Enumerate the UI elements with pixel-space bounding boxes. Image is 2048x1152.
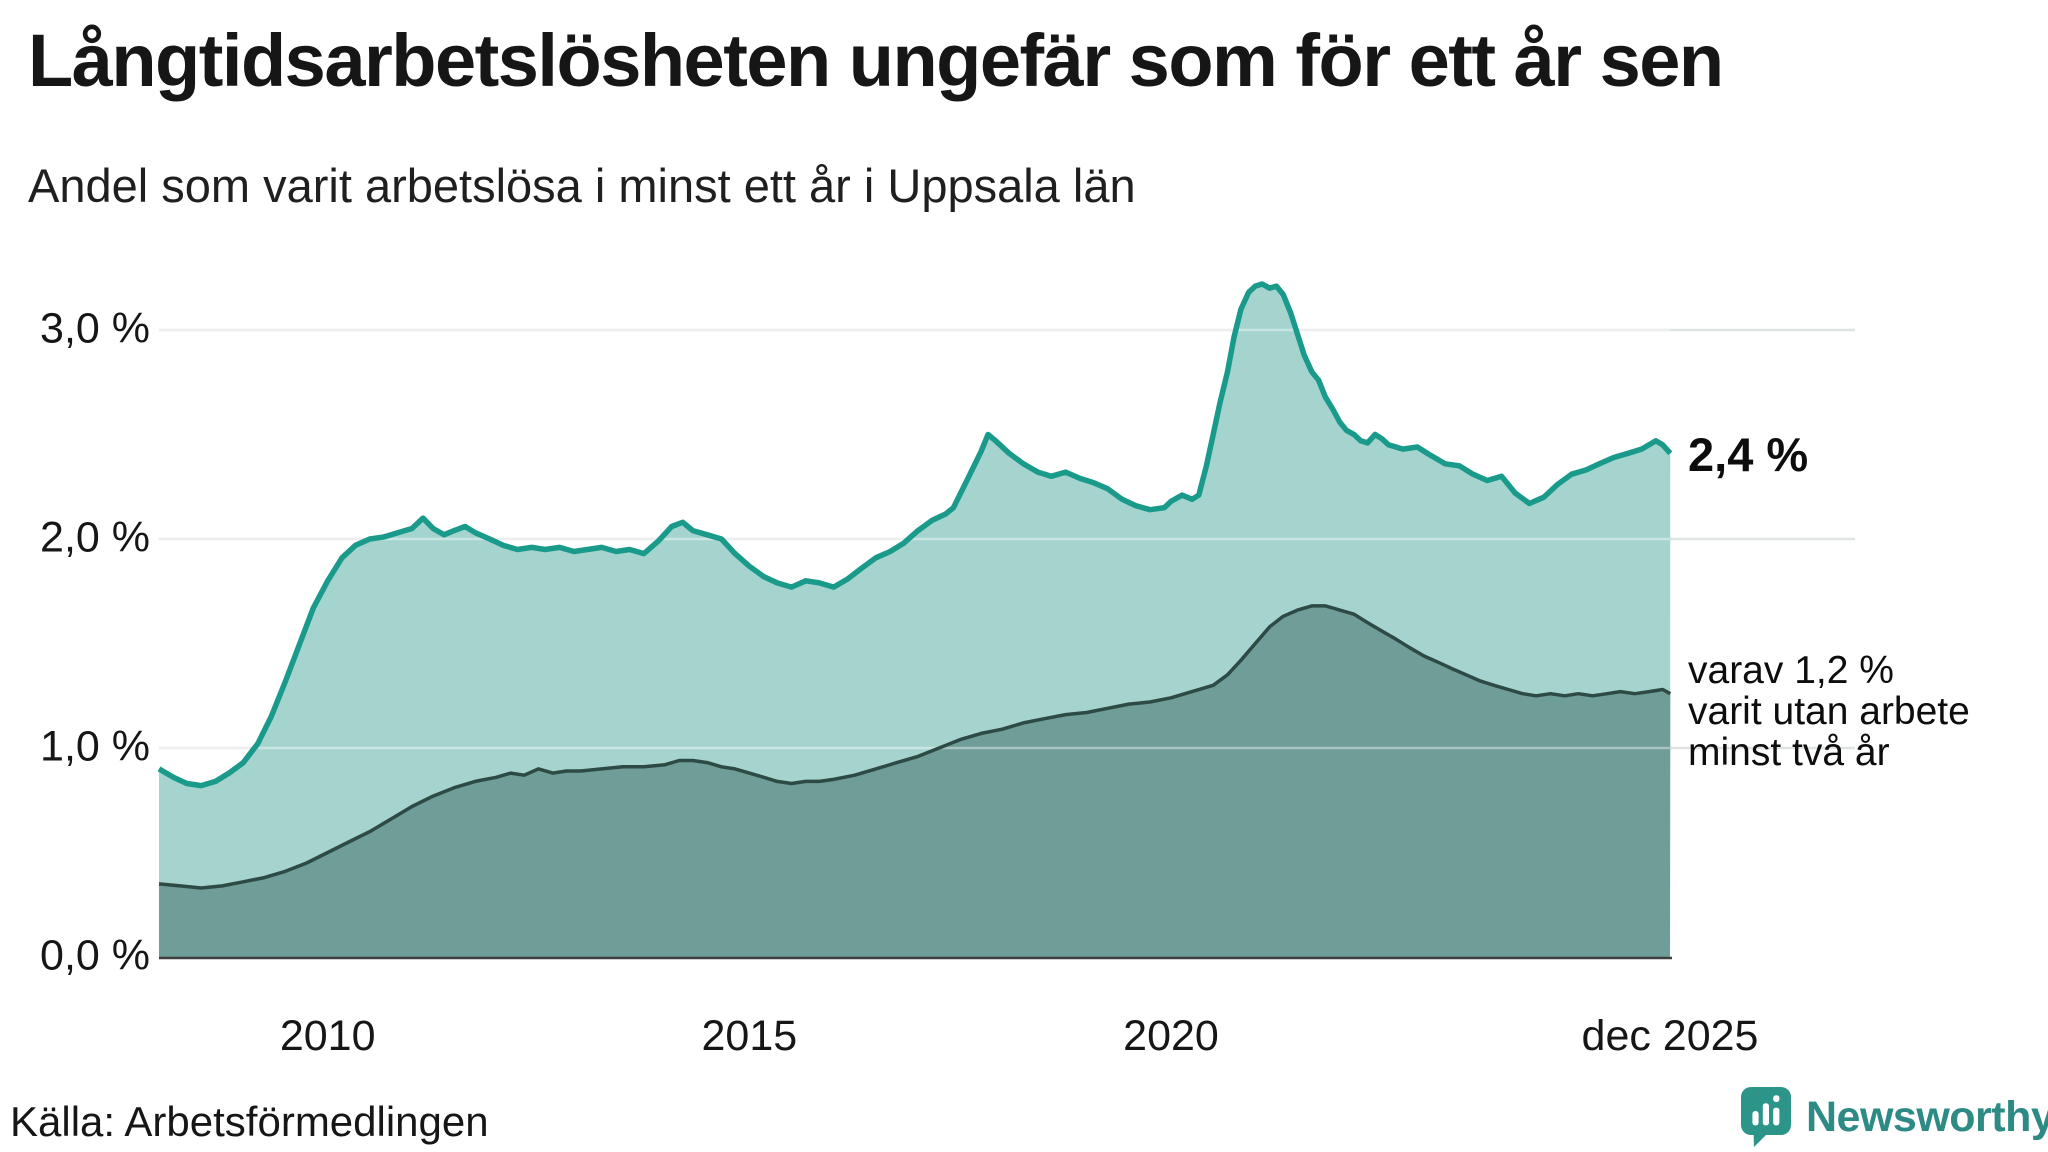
y-axis-tick-label-1: 1,0 % (40, 722, 150, 771)
note-line-1: varav 1,2 % (1688, 649, 1894, 692)
line-series-1 (157, 281, 1673, 789)
x-axis-tick-label-2020: 2020 (1123, 1012, 1219, 1060)
newsworthy-wordmark: Newsworthy (1806, 1092, 2048, 1141)
x-axis-tick-label-2010: 2010 (279, 1012, 376, 1060)
y-axis-tick-label-3: 3,0 % (40, 304, 150, 353)
chart-subtitle: Andel som varit arbetslösa i minst ett å… (28, 159, 1136, 212)
source-attribution: Källa: Arbetsförmedlingen (10, 1098, 489, 1145)
newsworthy-logo[interactable]: Newsworthy (1740, 1084, 2048, 1150)
area-fill-series-2 (159, 605, 1671, 957)
y-axis-tick-label-2: 2,0 % (40, 513, 150, 562)
newsworthy-speech-bubble-bar-chart-icon (1741, 1087, 1791, 1147)
series-end-value-label: 2,4 % (1688, 428, 1809, 482)
note-line-3: minst två år (1688, 731, 1890, 774)
y-axis-tick-label-0: 0,0 % (40, 931, 150, 980)
x-axis-tick-label-2015: 2015 (701, 1012, 798, 1060)
line-series-2 (158, 604, 1672, 890)
note-line-2: varit utan arbete (1688, 690, 1970, 733)
secondary-series-note: varav 1,2 % varit utan arbete minst två … (1688, 650, 1970, 773)
chart-title: Långtidsarbetslösheten ungefär som för e… (28, 19, 1724, 102)
x-axis-tick-label-dec 2025: dec 2025 (1581, 1012, 1759, 1060)
